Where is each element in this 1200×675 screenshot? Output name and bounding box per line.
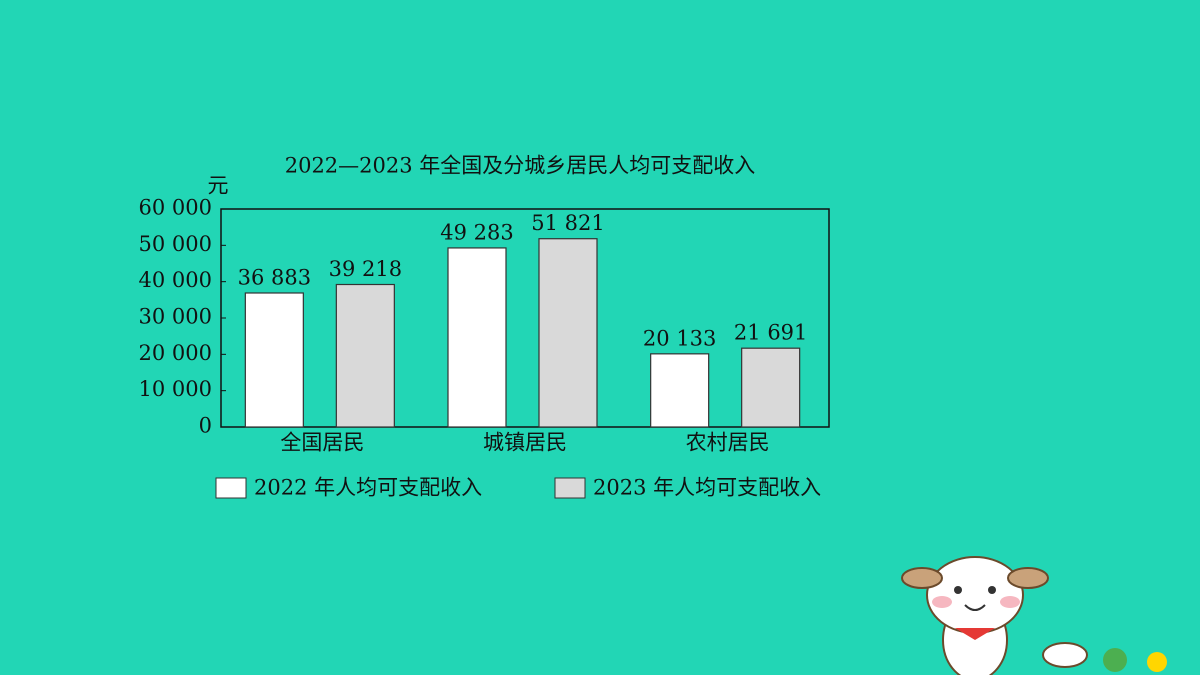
bar [244, 292, 304, 428]
y-tick-label: 60 000 [139, 196, 212, 220]
value-label: 21 691 [734, 321, 807, 345]
y-tick-label: 50 000 [139, 232, 212, 256]
y-tick-label: 30 000 [139, 305, 212, 329]
bar [650, 353, 710, 428]
value-label: 51 821 [531, 211, 604, 235]
value-label: 20 133 [643, 326, 716, 350]
bar [538, 238, 598, 428]
y-tick-label: 0 [199, 414, 212, 438]
legend-swatch [554, 477, 586, 499]
value-label: 49 283 [440, 220, 513, 244]
dog-illustration [901, 556, 1167, 675]
value-label: 36 883 [238, 265, 311, 289]
legend-swatch [215, 477, 247, 499]
legend-label: 2022 年人均可支配收入 [254, 476, 482, 500]
x-tick-label: 全国居民 [280, 431, 364, 455]
bar [741, 347, 801, 428]
y-axis-unit: 元 [208, 174, 229, 198]
y-tick-label: 10 000 [139, 377, 212, 401]
value-label: 39 218 [329, 257, 402, 281]
chart-title: 2022—2023 年全国及分城乡居民人均可支配收入 [285, 154, 756, 178]
bar [447, 247, 507, 428]
legend-label: 2023 年人均可支配收入 [593, 476, 821, 500]
y-tick-label: 40 000 [139, 268, 212, 292]
y-tick-label: 20 000 [139, 341, 212, 365]
x-tick-label: 城镇居民 [483, 431, 567, 455]
x-tick-label: 农村居民 [686, 431, 770, 455]
bar [335, 283, 395, 428]
